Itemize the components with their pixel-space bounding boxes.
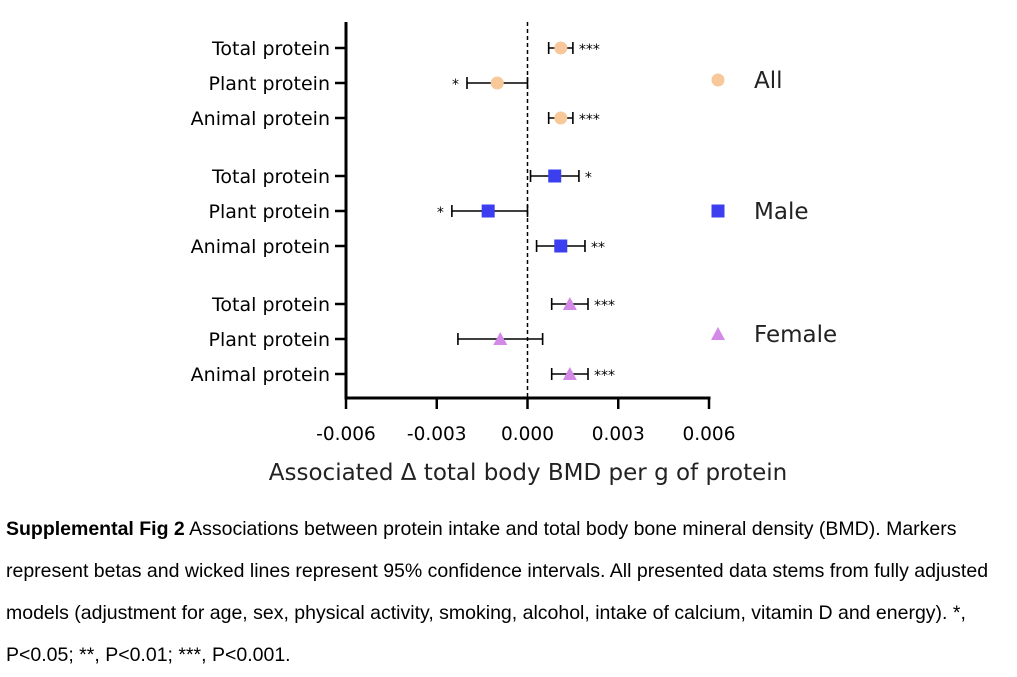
y-tick-label: Plant protein — [209, 201, 330, 223]
x-axis-title: Associated Δ total body BMD per g of pro… — [269, 460, 787, 486]
y-tick-label: Total protein — [211, 166, 330, 188]
beta-point — [554, 41, 568, 55]
significance-label: *** — [579, 112, 600, 128]
caption-label: Supplemental Fig 2 — [6, 518, 185, 540]
forest-plot: -0.006 -0.003 0.000 0.003 0.006 Associated Δ … — [191, 22, 837, 486]
y-tick-label: Total protein — [211, 294, 330, 316]
x-tick-label: 0.000 — [501, 424, 554, 445]
y-tick-label: Animal protein — [191, 364, 330, 386]
y-tick-label: Plant protein — [209, 329, 330, 351]
significance-label: ** — [591, 240, 605, 256]
legend-marker — [711, 327, 725, 340]
legend-label: All — [754, 68, 783, 94]
beta-point — [554, 111, 568, 125]
x-tick-label: 0.006 — [683, 424, 736, 445]
legend-marker — [711, 73, 725, 87]
significance-label: *** — [594, 368, 615, 384]
x-tick-label: -0.003 — [407, 424, 467, 445]
beta-point — [493, 332, 508, 345]
y-tick-label: Animal protein — [191, 108, 330, 130]
x-tick-label: -0.006 — [316, 424, 376, 445]
significance-label: *** — [579, 42, 600, 58]
significance-label: * — [452, 77, 459, 93]
figure-caption: Supplemental Fig 2 Associations between … — [6, 508, 1011, 676]
legend-label: Male — [754, 199, 808, 225]
beta-point — [481, 204, 495, 218]
y-tick-label: Total protein — [211, 38, 330, 60]
x-tick-label: 0.003 — [592, 424, 645, 445]
beta-point — [548, 169, 562, 183]
legend-label: Female — [754, 322, 837, 348]
significance-label: * — [585, 170, 592, 186]
y-tick-label: Animal protein — [191, 236, 330, 258]
significance-label: *** — [594, 298, 615, 314]
caption-text: Associations between protein intake and … — [6, 518, 989, 666]
y-tick-label: Plant protein — [209, 73, 330, 95]
significance-label: * — [437, 205, 444, 221]
legend-marker — [711, 204, 725, 218]
beta-point — [554, 239, 568, 253]
beta-point — [562, 297, 577, 310]
beta-point — [490, 76, 504, 90]
beta-point — [562, 367, 577, 380]
